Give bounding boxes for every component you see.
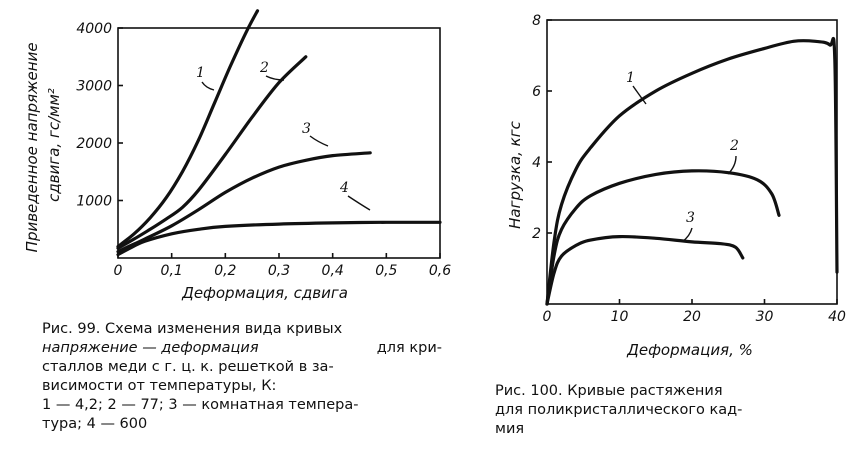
x-axis-label-fig-99: Деформация, сдвига xyxy=(181,284,348,302)
caption-99-line2: напряжение — деформация для кри- xyxy=(42,339,442,358)
y-tick-label: 4 xyxy=(532,155,541,171)
caption-fig-99: Рис. 99. Схема изменения вида кривых нап… xyxy=(42,320,442,434)
y-axis-label-fig-99: Приведенное напряжение сдвига, гс/мм² xyxy=(23,38,63,253)
caption-99-line5: 1 — 4,2; 2 — 77; 3 — комнатная темпера- xyxy=(42,397,359,413)
y-tick-label: 3000 xyxy=(76,79,112,95)
caption-100-line2: для поликристаллического кад- xyxy=(495,402,743,418)
x-tick-label: 0,4 xyxy=(322,263,344,279)
plot-frame-fig-100 xyxy=(546,19,838,305)
curve-label-leader xyxy=(632,85,647,105)
curve-3 xyxy=(545,234,745,306)
curve-label-3: 3 xyxy=(302,121,311,137)
caption-99-line2-rest: для кри- xyxy=(376,340,442,356)
curve-label-1: 1 xyxy=(196,65,205,81)
caption-99-line6: тура; 4 — 600 xyxy=(42,416,148,432)
caption-100-line1: Рис. 100. Кривые растяжения xyxy=(495,383,723,399)
x-tick-label: 0,5 xyxy=(375,263,397,279)
curve-label-3: 3 xyxy=(686,210,695,226)
curve-label-2: 2 xyxy=(259,60,269,76)
curve-4 xyxy=(116,220,442,257)
x-tick-label: 0,2 xyxy=(214,263,236,279)
curve-3 xyxy=(116,151,372,254)
y-tick-label: 6 xyxy=(532,84,541,100)
y-axis-label-line1: Приведенное напряжение xyxy=(23,42,41,252)
x-tick-label: 0,6 xyxy=(429,263,451,279)
x-tick-label: 0 xyxy=(114,263,123,279)
x-tick-label: 0 xyxy=(543,309,552,325)
curve-label-leader xyxy=(347,195,371,211)
x-tick-label: 30 xyxy=(756,309,774,325)
curve-label-4: 4 xyxy=(339,180,349,196)
x-tick-label: 0,1 xyxy=(161,263,183,279)
y-tick-label: 4000 xyxy=(76,21,112,37)
y-tick-label: 2000 xyxy=(76,136,112,152)
curve-2 xyxy=(545,169,781,306)
curve-1 xyxy=(545,36,839,306)
caption-fig-100: Рис. 100. Кривые растяжения для поликрис… xyxy=(495,382,835,439)
curve-label-1: 1 xyxy=(626,70,635,86)
caption-99-italic: напряжение — деформация xyxy=(42,340,259,356)
x-tick-label: 10 xyxy=(611,309,629,325)
chart-fig-100: 0 10 20 30 40 2 4 6 8 1 2 3 Деформация, % Нагрузк… xyxy=(506,13,846,359)
curve-2 xyxy=(116,55,308,250)
caption-100-line3: мия xyxy=(495,421,525,437)
x-axis-label-fig-100: Деформация, % xyxy=(626,341,753,359)
caption-99-line3: сталлов меди с г. ц. к. решеткой в за- xyxy=(42,359,334,375)
caption-99-line4: висимости от температуры, К: xyxy=(42,378,277,394)
curve-label-leader xyxy=(309,135,329,147)
curve-label-leader xyxy=(681,227,693,243)
curve-label-2: 2 xyxy=(729,138,739,154)
curve-1 xyxy=(116,9,260,249)
caption-99-line1: Рис. 99. Схема изменения вида кривых xyxy=(42,321,343,337)
curve-label-leader xyxy=(265,75,285,81)
y-tick-label: 8 xyxy=(532,13,541,29)
y-axis-label-line2: сдвига, гс/мм² xyxy=(45,88,63,202)
curve-label-leader xyxy=(201,81,215,91)
y-axis-label-fig-100: Нагрузка, кгс xyxy=(506,120,524,228)
x-tick-label: 0,3 xyxy=(268,263,290,279)
y-tick-label: 1000 xyxy=(76,194,112,210)
chart-fig-99: 0 0,1 0,2 0,3 0,4 0,5 0,6 1000 2000 3000 4000 1 2 3… xyxy=(23,9,451,302)
y-tick-label: 2 xyxy=(532,226,541,242)
x-tick-label: 40 xyxy=(828,309,846,325)
x-tick-label: 20 xyxy=(683,309,701,325)
curve-label-leader xyxy=(727,155,737,175)
